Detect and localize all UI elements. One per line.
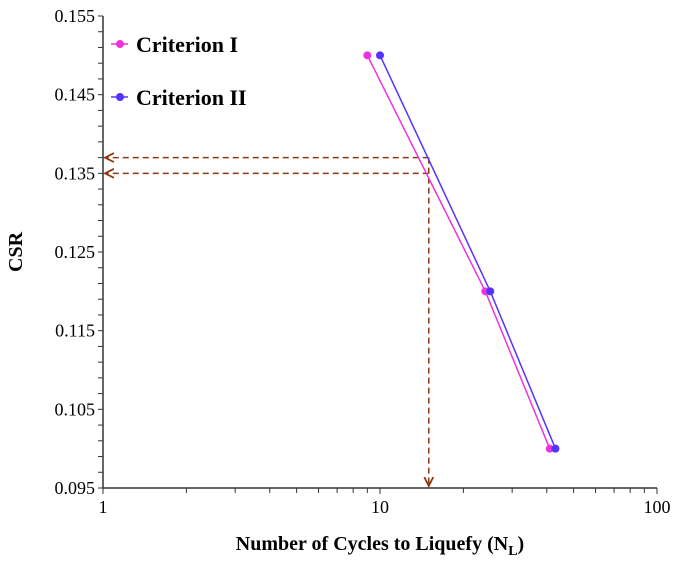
series-line-2 bbox=[379, 55, 557, 449]
y-tick-label: 0.155 bbox=[55, 6, 96, 26]
annotations bbox=[105, 158, 429, 486]
y-axis-label: CSR bbox=[5, 231, 27, 272]
series-group bbox=[363, 51, 560, 453]
x-tick-label: 10 bbox=[371, 497, 389, 517]
y-tick-label: 0.125 bbox=[55, 242, 96, 262]
y-tick-label: 0.135 bbox=[55, 163, 96, 183]
x-axis-label: Number of Cycles to Liquefy (NL) bbox=[236, 533, 524, 559]
legend-label: Criterion II bbox=[136, 85, 247, 110]
data-point bbox=[486, 287, 495, 296]
x-tick-label: 1 bbox=[99, 497, 108, 517]
axes: 0.095 0.105 0.115 0.125 0.135 0.145 0.155 1 10 10… bbox=[55, 6, 671, 517]
data-point bbox=[545, 444, 554, 453]
data-point bbox=[551, 444, 560, 453]
legend-marker bbox=[116, 40, 124, 48]
series-line-1 bbox=[366, 54, 551, 449]
y-tick-label: 0.095 bbox=[55, 478, 96, 498]
legend-label: Criterion I bbox=[136, 32, 238, 57]
x-tick-label: 100 bbox=[644, 497, 671, 517]
y-tick-label: 0.115 bbox=[55, 321, 95, 341]
data-point bbox=[363, 51, 372, 60]
y-tick-label: 0.145 bbox=[55, 85, 96, 105]
legend-marker bbox=[116, 93, 124, 101]
legend: Criterion I Criterion II bbox=[111, 32, 247, 110]
data-point bbox=[376, 51, 384, 60]
y-tick-label: 0.105 bbox=[55, 399, 96, 419]
